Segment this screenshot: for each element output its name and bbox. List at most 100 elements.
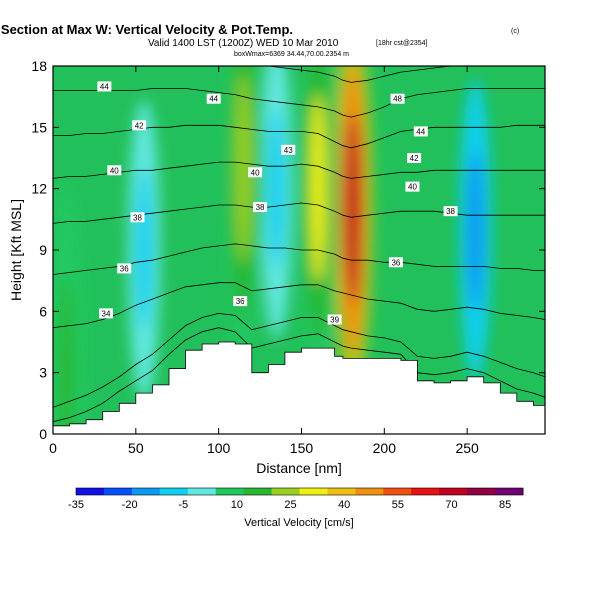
contour-labels: 44 44 42 43 40 40 38 38 36 34 36 39 48 44 42 40 38 36 xyxy=(97,81,458,325)
contour-label: 40 xyxy=(405,181,420,192)
contour-label: 44 xyxy=(413,126,428,137)
svg-text:36: 36 xyxy=(236,297,245,306)
colorbar-swatch xyxy=(243,488,273,495)
y-tick-label: 12 xyxy=(31,181,47,197)
svg-text:36: 36 xyxy=(120,264,129,273)
y-tick-label: 18 xyxy=(31,58,47,74)
contour-label: 44 xyxy=(206,93,221,104)
y-tick-label: 3 xyxy=(39,365,47,381)
theta-contour-30 xyxy=(53,327,545,423)
svg-text:40: 40 xyxy=(251,168,260,177)
colorbar-label: Vertical Velocity [cm/s] xyxy=(244,517,353,529)
colorbar-swatch xyxy=(299,488,328,495)
vertical-velocity-field xyxy=(53,66,492,434)
svg-text:44: 44 xyxy=(416,127,425,136)
colorbar xyxy=(75,487,524,496)
location-note: boxWmax=6369 34.44,70.00.2354 m xyxy=(234,51,349,58)
colorbar-swatch xyxy=(271,488,300,495)
updraft-core xyxy=(58,277,75,434)
colorbar-swatch xyxy=(215,488,245,495)
colorbar-swatch xyxy=(159,488,189,495)
svg-text:38: 38 xyxy=(256,203,265,212)
svg-text:44: 44 xyxy=(209,95,218,104)
colorbar-swatch xyxy=(383,488,412,495)
svg-text:43: 43 xyxy=(284,146,293,155)
colorbar-swatch xyxy=(187,488,217,495)
colorbar-swatch xyxy=(467,488,496,495)
colorbar-tick-label: -35 xyxy=(68,499,84,511)
colorbar-frame xyxy=(75,487,524,496)
y-axis-label: Height [Kft MSL] xyxy=(8,199,24,301)
x-tick-label: 0 xyxy=(49,440,57,456)
chart-title: Wind-Parallel Section at Max W: Vertical… xyxy=(0,22,293,37)
colorbar-tick-label: -20 xyxy=(122,499,138,511)
contour-label: 43 xyxy=(281,144,296,155)
svg-text:44: 44 xyxy=(100,82,109,91)
svg-text:48: 48 xyxy=(393,95,402,104)
svg-text:40: 40 xyxy=(110,166,119,175)
svg-text:42: 42 xyxy=(135,121,144,130)
contour-label: 48 xyxy=(390,93,405,104)
colorbar-swatch xyxy=(327,488,356,495)
theta-contour-34 xyxy=(53,282,545,329)
downdraft-core xyxy=(267,108,286,269)
svg-text:39: 39 xyxy=(330,316,339,325)
theta-contour-32 xyxy=(53,312,545,408)
contour-label: 40 xyxy=(107,165,122,176)
x-axis-label: Distance [nm] xyxy=(256,460,342,476)
contour-label: 42 xyxy=(132,120,147,130)
theta-contour-36 xyxy=(53,243,545,275)
contour-label: 42 xyxy=(407,153,422,163)
colorbar-tick-label: 55 xyxy=(392,499,404,511)
y-tick-label: 9 xyxy=(39,242,47,258)
contour-label: 38 xyxy=(443,206,458,217)
svg-text:42: 42 xyxy=(410,154,419,163)
y-tick-label: 0 xyxy=(39,426,47,442)
contour-label: 44 xyxy=(97,81,112,92)
x-tick-label: 100 xyxy=(207,440,231,456)
x-tick-label: 200 xyxy=(373,440,397,456)
colorbar-tick-label: 10 xyxy=(231,499,243,511)
svg-text:34: 34 xyxy=(102,309,111,318)
svg-text:38: 38 xyxy=(446,207,455,216)
updraft-core xyxy=(344,114,361,305)
contour-label: 36 xyxy=(117,263,132,274)
colorbar-tick-label: -5 xyxy=(178,499,188,511)
y-tick-label: 6 xyxy=(39,303,47,319)
colorbar-tick-label: 40 xyxy=(338,499,350,511)
contour-label: 38 xyxy=(130,212,145,223)
downdraft-core xyxy=(135,170,154,330)
colorbar-swatch xyxy=(131,488,161,495)
chart-subtitle: Valid 1400 LST (1200Z) WED 10 Mar 2010 xyxy=(148,38,339,49)
svg-text:40: 40 xyxy=(408,183,417,192)
downdraft-core xyxy=(466,149,485,310)
svg-text:38: 38 xyxy=(133,213,142,222)
colorbar-swatch xyxy=(411,488,440,495)
contour-label: 36 xyxy=(388,257,403,268)
updraft-core xyxy=(310,93,327,284)
theta-contour-40 xyxy=(53,161,545,179)
x-tick-label: 50 xyxy=(128,440,144,456)
colorbar-tick-label: 25 xyxy=(284,499,296,511)
colorbar-swatch xyxy=(76,488,105,495)
contour-label: 38 xyxy=(253,202,268,213)
theta-contour-46 xyxy=(266,66,545,83)
contour-label: 40 xyxy=(248,167,263,178)
colorbar-swatch xyxy=(495,488,524,495)
contour-label: 39 xyxy=(327,314,342,325)
colorbar-swatch xyxy=(103,488,133,495)
colorbar-tick-label: 70 xyxy=(445,499,457,511)
colorbar-tick-label: 85 xyxy=(499,499,511,511)
theta-contour-44 xyxy=(53,88,545,118)
svg-text:36: 36 xyxy=(391,258,400,267)
contour-label: 36 xyxy=(233,296,248,307)
updraft-core xyxy=(235,73,252,264)
contour-label: 34 xyxy=(99,308,114,319)
colorbar-swatch xyxy=(355,488,384,495)
x-axis: 0 50 100 150 200 250 xyxy=(49,66,479,456)
colorbar-swatch xyxy=(439,488,468,495)
x-tick-label: 250 xyxy=(455,440,479,456)
colorbar-ticks: -35 -20 -5 10 25 40 55 70 85 xyxy=(68,499,511,511)
